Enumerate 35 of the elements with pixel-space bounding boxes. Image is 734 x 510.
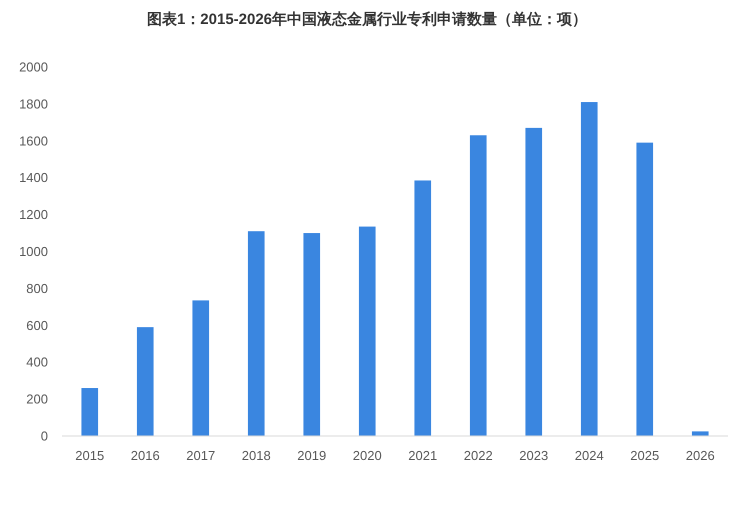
y-tick-label: 2000 [19, 60, 48, 74]
y-tick-label: 0 [40, 428, 48, 444]
bar [636, 142, 654, 436]
bar [580, 102, 598, 436]
y-tick-label: 800 [26, 280, 48, 296]
bar [248, 231, 265, 436]
y-tick-label: 1800 [19, 96, 48, 112]
x-tick-label: 2015 [75, 448, 104, 463]
x-tick-label: 2023 [519, 448, 548, 463]
chart-title: 图表1：2015-2026年中国液态金属行业专利申请数量（单位：项） [146, 10, 588, 28]
x-tick-label: 2024 [574, 448, 604, 463]
bar [358, 226, 376, 436]
bar [414, 180, 432, 436]
x-tick-label: 2025 [630, 448, 660, 463]
bar [81, 388, 98, 436]
y-tick-label: 600 [26, 318, 48, 333]
bar [303, 233, 320, 436]
y-tick-label: 1200 [19, 207, 48, 222]
y-tick-label: 200 [26, 392, 48, 407]
y-tick-label: 400 [26, 354, 48, 370]
bar [136, 327, 154, 436]
bar [525, 128, 542, 436]
x-tick-label: 2020 [352, 448, 382, 463]
y-tick-label: 1000 [19, 244, 48, 259]
bar [470, 135, 487, 436]
x-tick-label: 2026 [686, 448, 715, 463]
x-tick-label: 2017 [186, 448, 216, 463]
y-tick-label: 1600 [19, 133, 48, 148]
bar [192, 300, 210, 436]
x-tick-label: 2021 [408, 448, 438, 463]
x-tick-label: 2022 [464, 448, 493, 463]
y-tick-label: 1400 [19, 170, 48, 186]
x-tick-label: 2019 [297, 448, 326, 463]
x-tick-label: 2018 [242, 448, 271, 463]
x-tick-label: 2016 [130, 448, 160, 463]
